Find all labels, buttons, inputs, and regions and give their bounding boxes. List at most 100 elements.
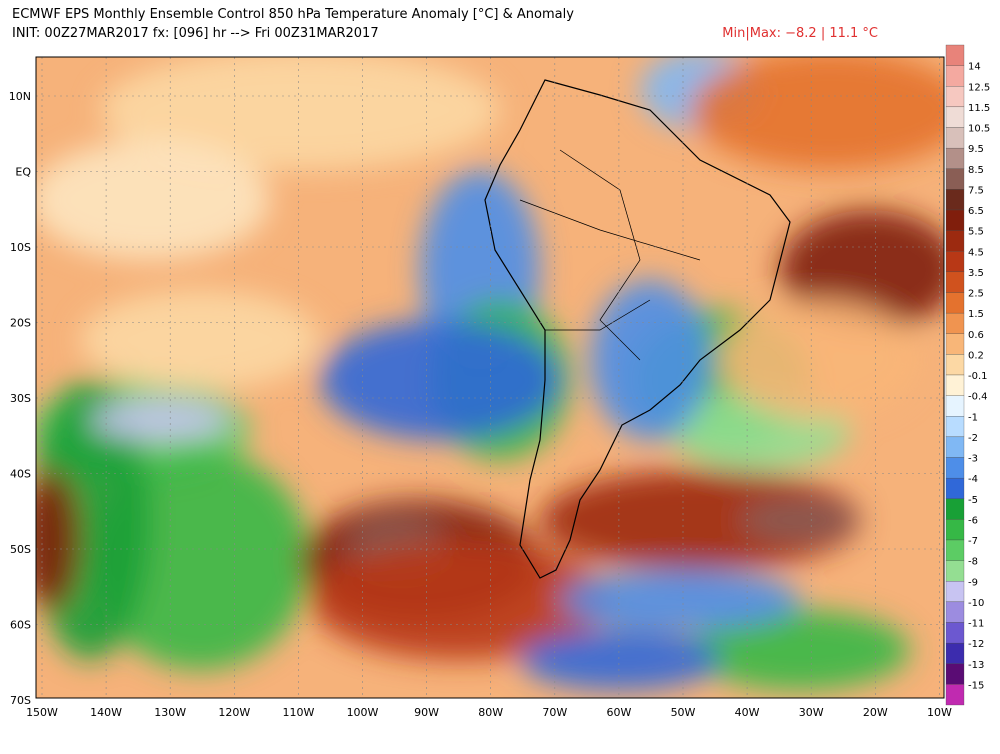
colorbar-label: -1: [968, 412, 978, 423]
colorbar-swatch: [945, 147, 965, 169]
colorbar-swatch: [945, 333, 965, 355]
colorbar-label: -3: [968, 454, 978, 465]
colorbar-swatch: [945, 127, 965, 149]
colorbar-label: 4.5: [968, 247, 984, 258]
lon-label: 120W: [218, 706, 250, 719]
colorbar-label: 3.5: [968, 268, 984, 279]
field-blob: [90, 400, 230, 440]
colorbar-label: 9.5: [968, 144, 984, 155]
colorbar-swatch: [945, 416, 965, 438]
lon-label: 100W: [347, 706, 379, 719]
colorbar-label: -5: [968, 495, 978, 506]
colorbar-swatch: [945, 189, 965, 211]
field-blob: [36, 140, 270, 260]
colorbar-label: 0.2: [968, 350, 984, 361]
lat-label: 10S: [10, 241, 31, 254]
colorbar-swatch: [945, 560, 965, 582]
lat-label: 10N: [9, 90, 31, 103]
colorbar-label: 10.5: [968, 124, 990, 135]
field-blob: [720, 300, 920, 420]
colorbar-label: 6.5: [968, 206, 984, 217]
colorbar-label: -4: [968, 474, 978, 485]
field-blob: [540, 470, 860, 570]
field-blob: [320, 320, 560, 440]
colorbar-swatch: [945, 642, 965, 664]
colorbar-swatch: [945, 622, 965, 644]
colorbar-label: 7.5: [968, 185, 984, 196]
colorbar-swatch: [945, 457, 965, 479]
colorbar-swatch: [945, 684, 965, 706]
map: [36, 57, 944, 698]
colorbar-label: -9: [968, 577, 978, 588]
lon-label: 60W: [606, 706, 631, 719]
lat-label: 50S: [10, 543, 31, 556]
colorbar-label: 8.5: [968, 165, 984, 176]
colorbar-swatch: [945, 209, 965, 231]
colorbar-label: -7: [968, 536, 978, 547]
lon-label: 150W: [26, 706, 58, 719]
colorbar-label: 2.5: [968, 289, 984, 300]
colorbar-label: -8: [968, 557, 978, 568]
colorbar-label: 12.5: [968, 82, 990, 93]
colorbar-label: -15: [968, 680, 984, 691]
colorbar-label: 1.5: [968, 309, 984, 320]
field-blob: [36, 470, 80, 610]
lon-label: 90W: [414, 706, 439, 719]
lon-label: 40W: [735, 706, 760, 719]
lon-label: 20W: [863, 706, 888, 719]
init: INIT: 00Z27MAR2017 fx: [096] hr --> Fri …: [12, 26, 379, 41]
colorbar-label: -12: [968, 639, 984, 650]
colorbar-swatch: [945, 477, 965, 499]
lon-label: 140W: [90, 706, 122, 719]
colorbar-swatch: [945, 86, 965, 108]
colorbar-swatch: [945, 539, 965, 561]
colorbar-swatch: [945, 312, 965, 334]
field-blob: [520, 630, 720, 690]
colorbar-swatch: [945, 436, 965, 458]
colorbar-label: 5.5: [968, 227, 984, 238]
title: ECMWF EPS Monthly Ensemble Control 850 h…: [12, 7, 574, 22]
colorbar-swatch: [945, 251, 965, 273]
colorbar-swatch: [945, 44, 965, 66]
lon-label: 130W: [154, 706, 186, 719]
lat-label: EQ: [15, 166, 31, 179]
colorbar-label: 0.6: [968, 330, 984, 341]
colorbar-swatch: [945, 271, 965, 293]
field-blob: [560, 570, 800, 630]
colorbar-swatch: [945, 168, 965, 190]
colorbar-swatch: [945, 354, 965, 376]
colorbar-swatch: [945, 292, 965, 314]
minmax: Min|Max: −8.2 | 11.1 °C: [722, 26, 878, 41]
colorbar-label: -13: [968, 660, 984, 671]
colorbar-label: -10: [968, 598, 984, 609]
field-blob: [100, 57, 500, 170]
field-blob: [740, 500, 860, 540]
map-frame: [35, 56, 945, 699]
colorbar-swatch: [945, 395, 965, 417]
colorbar-swatch: [945, 663, 965, 685]
lon-label: 10W: [927, 706, 952, 719]
colorbar-label: -2: [968, 433, 978, 444]
lon-label: 50W: [671, 706, 696, 719]
lat-label: 40S: [10, 468, 31, 481]
colorbar-swatch: [945, 65, 965, 87]
colorbar-label: -0.1: [968, 371, 988, 382]
lon-label: 30W: [799, 706, 824, 719]
field-blob: [690, 610, 910, 690]
lat-label: 70S: [10, 694, 31, 707]
field-blob: [590, 280, 710, 440]
colorbar-swatch: [945, 581, 965, 603]
colorbar-swatch: [945, 519, 965, 541]
colorbar-label: -11: [968, 619, 984, 630]
lon-label: 70W: [542, 706, 567, 719]
colorbar-label: 11.5: [968, 103, 990, 114]
colorbar-swatch: [945, 498, 965, 520]
colorbar-label: -0.4: [968, 392, 988, 403]
colorbar-swatch: [945, 106, 965, 128]
colorbar-label: 14: [968, 62, 981, 73]
lat-label: 20S: [10, 317, 31, 330]
lon-label: 80W: [478, 706, 503, 719]
lat-label: 60S: [10, 619, 31, 632]
field-blob: [690, 57, 944, 170]
